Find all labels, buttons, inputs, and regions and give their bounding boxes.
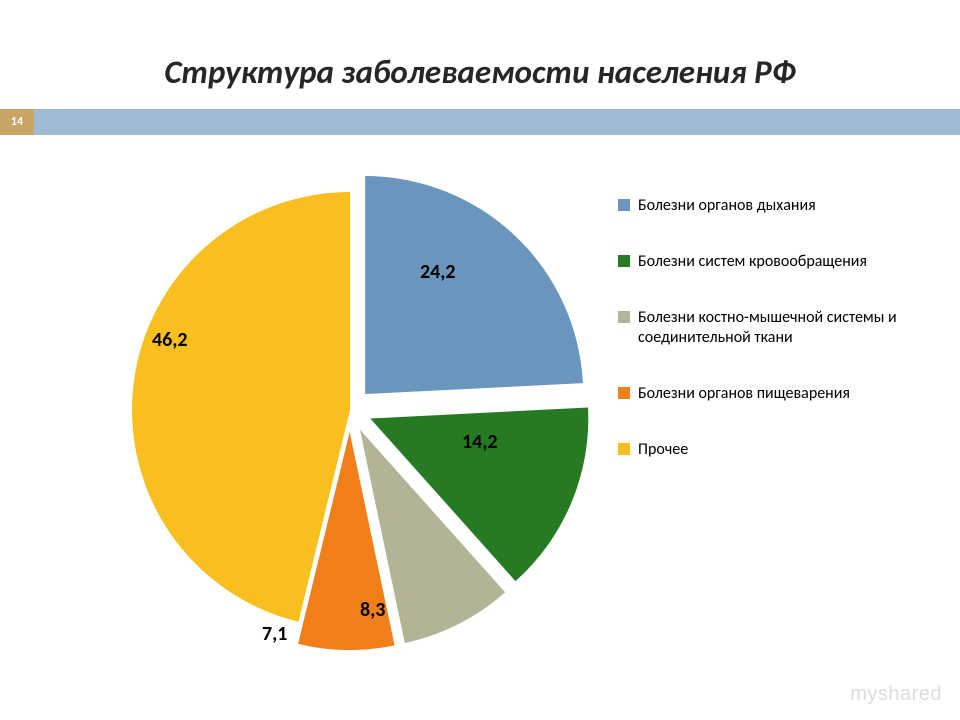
legend-swatch-1 [618, 255, 630, 267]
legend-label-4: Прочее [638, 440, 688, 460]
legend-item-3: Болезни органов пищеварения [618, 384, 918, 404]
slice-label-0: 24,2 [420, 260, 456, 284]
page-number-badge: 14 [0, 109, 34, 135]
legend-swatch-4 [618, 443, 630, 455]
legend-swatch-2 [618, 311, 630, 323]
slice-label-1: 14,2 [462, 430, 498, 454]
page-title: Структура заболеваемости населения РФ [0, 52, 960, 92]
legend-label-0: Болезни органов дыхания [638, 196, 816, 216]
legend-item-4: Прочее [618, 440, 918, 460]
legend-swatch-3 [618, 387, 630, 399]
legend-item-0: Болезни органов дыхания [618, 196, 918, 216]
legend-label-1: Болезни систем кровообращения [638, 252, 867, 272]
pie-chart: 24,2 14,2 8,3 7,1 46,2 [110, 170, 590, 650]
slice-label-4: 46,2 [152, 328, 188, 352]
pie-slice-4 [132, 192, 350, 622]
legend-item-1: Болезни систем кровообращения [618, 252, 918, 272]
slice-label-3: 7,1 [262, 622, 287, 646]
legend-label-2: Болезни костно-мышечной системы и соедин… [638, 308, 918, 348]
legend: Болезни органов дыхания Болезни систем кр… [618, 196, 918, 496]
legend-swatch-0 [618, 199, 630, 211]
pie-slice-0 [365, 176, 583, 394]
divider-bar [34, 109, 960, 135]
watermark: myshared [850, 683, 942, 706]
legend-label-3: Болезни органов пищеварения [638, 384, 850, 404]
legend-item-2: Болезни костно-мышечной системы и соедин… [618, 308, 918, 348]
slice-label-2: 8,3 [360, 598, 385, 622]
